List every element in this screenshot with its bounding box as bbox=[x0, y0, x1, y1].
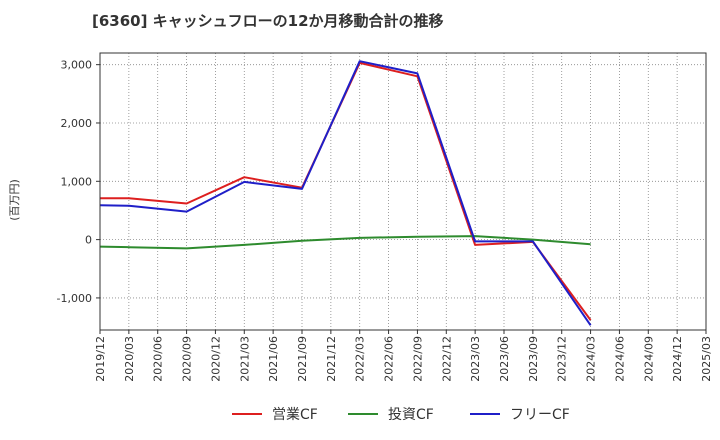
legend: 営業CF 投資CF フリーCF bbox=[232, 407, 570, 423]
x-tick-label: 2023/09 bbox=[527, 336, 540, 382]
series-lines bbox=[99, 60, 592, 326]
x-tick-label: 2019/12 bbox=[94, 336, 107, 382]
x-tick-label: 2021/12 bbox=[325, 336, 338, 382]
x-tick-label: 2022/12 bbox=[440, 336, 453, 382]
x-tick-label: 2020/09 bbox=[181, 336, 194, 382]
legend-label: 投資CF bbox=[388, 407, 434, 423]
y-axis-ticks: -1,000 0 1,000 2,000 3,000 bbox=[57, 59, 100, 305]
plot-background bbox=[100, 53, 706, 330]
x-tick-label: 2024/12 bbox=[671, 336, 684, 382]
x-tick-label: 2021/06 bbox=[267, 336, 280, 382]
x-tick-label: 2022/09 bbox=[411, 336, 424, 382]
x-tick-label: 2023/03 bbox=[469, 336, 482, 382]
x-tick-label: 2024/09 bbox=[642, 336, 655, 382]
series-line-投資CF bbox=[99, 235, 591, 250]
x-tick-label: 2022/06 bbox=[383, 336, 396, 382]
x-tick-label: 2020/06 bbox=[152, 336, 165, 382]
x-tick-label: 2023/06 bbox=[498, 336, 511, 382]
legend-label: 営業CF bbox=[272, 407, 318, 423]
grid-lines bbox=[100, 53, 706, 330]
plot-frame bbox=[99, 52, 707, 331]
x-tick-label: 2024/03 bbox=[585, 336, 598, 382]
x-tick-label: 2021/09 bbox=[296, 336, 309, 382]
x-tick-label: 2022/03 bbox=[354, 336, 367, 382]
chart-title: [6360] キャッシュフローの12か月移動合計の推移 bbox=[92, 12, 444, 30]
y-tick-label: 2,000 bbox=[61, 117, 93, 130]
y-tick-label: 3,000 bbox=[61, 59, 93, 72]
y-tick-label: 0 bbox=[85, 234, 92, 247]
y-tick-label: 1,000 bbox=[61, 175, 93, 188]
x-axis-ticks: 2019/12 2020/03 2020/06 2020/09 2020/12 2021/… bbox=[94, 330, 713, 382]
legend-label: フリーCF bbox=[510, 407, 570, 423]
x-tick-label: 2021/03 bbox=[238, 336, 251, 382]
x-tick-label: 2025/03 bbox=[700, 336, 713, 382]
y-tick-label: -1,000 bbox=[57, 292, 92, 305]
series-line-フリーCF bbox=[99, 60, 592, 326]
x-tick-label: 2024/06 bbox=[613, 336, 626, 382]
x-tick-label: 2020/03 bbox=[123, 336, 136, 382]
x-tick-label: 2020/12 bbox=[209, 336, 222, 382]
x-tick-label: 2023/12 bbox=[556, 336, 569, 382]
y-axis-label: (百万円) bbox=[8, 179, 21, 221]
